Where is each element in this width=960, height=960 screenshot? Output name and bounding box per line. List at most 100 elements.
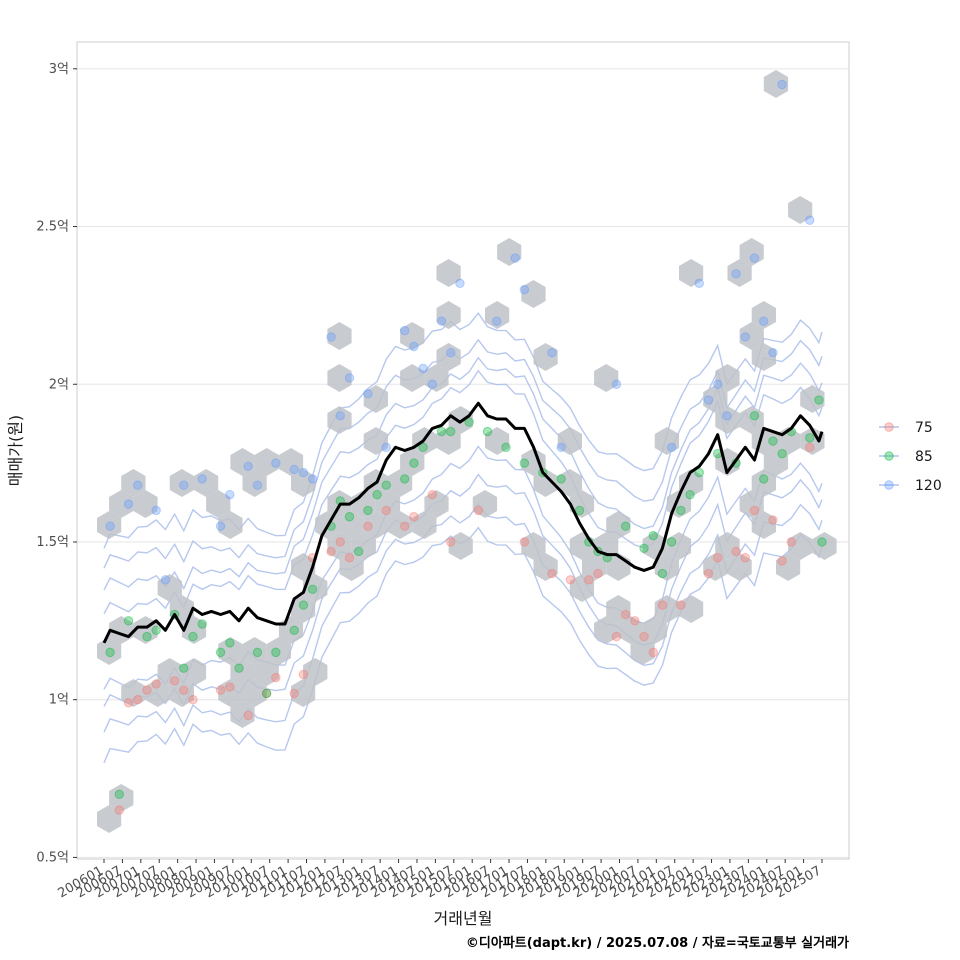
- data-point-75: [142, 685, 152, 695]
- legend-key-point: [884, 480, 894, 490]
- data-point-75: [409, 512, 419, 522]
- data-point-120: [759, 316, 769, 326]
- data-point-85: [142, 631, 152, 642]
- data-point-120: [446, 348, 456, 358]
- hexbin-cell: [121, 469, 146, 497]
- hexbin-cell: [363, 427, 388, 455]
- data-point-120: [307, 474, 318, 484]
- data-point-85: [105, 647, 115, 658]
- data-point-75: [786, 537, 797, 547]
- data-point-120: [427, 379, 438, 389]
- density-contour: [103, 502, 823, 733]
- hexbin-cell: [618, 616, 643, 644]
- hexbin-cell: [242, 469, 267, 497]
- data-point-75: [446, 537, 456, 547]
- data-point-85: [676, 505, 686, 516]
- hexbin-cell: [812, 532, 837, 560]
- legend-key-point: [884, 451, 894, 461]
- data-point-85: [556, 474, 566, 484]
- data-point-120: [731, 269, 741, 279]
- data-point-120: [363, 389, 373, 399]
- hexbin-cell: [388, 511, 413, 539]
- data-point-75: [298, 669, 309, 680]
- hexbin-cell: [739, 322, 764, 350]
- hexbin-cell: [715, 364, 740, 392]
- data-point-75: [215, 685, 226, 695]
- hexbin-cell: [788, 532, 813, 560]
- data-point-85: [768, 436, 778, 446]
- hexbin-cell: [157, 658, 182, 686]
- data-point-85: [501, 442, 511, 453]
- data-point-85: [151, 625, 161, 636]
- data-point-85: [381, 480, 391, 490]
- data-point-120: [740, 332, 750, 342]
- data-point-120: [252, 480, 263, 490]
- data-point-85: [353, 546, 364, 557]
- legend-label: 75: [915, 420, 933, 436]
- hexbin-cell: [242, 637, 267, 665]
- hexbin-cell: [230, 700, 255, 728]
- data-point-120: [225, 489, 235, 500]
- data-point-75: [188, 695, 198, 705]
- hexbin-cell: [109, 784, 134, 812]
- hexbin-cell: [485, 301, 510, 329]
- data-point-75: [777, 556, 787, 566]
- hexbin-cell: [339, 553, 364, 581]
- hexbin-cell: [751, 343, 776, 371]
- hexbin-cell: [776, 553, 801, 581]
- hexbin-cell: [739, 238, 764, 266]
- hexbin-cell: [436, 427, 461, 455]
- data-point-85: [363, 505, 373, 516]
- hexbin-cell: [363, 385, 388, 413]
- data-point-120: [556, 442, 566, 453]
- y-tick-label: 1.5억: [36, 535, 69, 550]
- hexbin-cell: [400, 322, 425, 350]
- hexbin-cell: [715, 406, 740, 434]
- hexbin-cell: [751, 469, 776, 497]
- data-point-85: [777, 448, 787, 459]
- data-point-75: [473, 505, 484, 516]
- hexbin-cell: [533, 469, 558, 497]
- data-point-75: [151, 679, 161, 689]
- data-point-75: [749, 505, 760, 516]
- hexbin-cell: [533, 343, 558, 371]
- caption: ©디아파트(dapt.kr) / 2025.07.08 / 자료=국토교통부 실…: [466, 935, 849, 951]
- data-point-85: [817, 537, 827, 547]
- hexbin-cell: [751, 511, 776, 539]
- data-point-75: [712, 553, 723, 563]
- data-point-75: [179, 685, 189, 695]
- data-point-120: [289, 464, 299, 475]
- hexbin-cell: [533, 553, 558, 581]
- data-point-85: [639, 543, 649, 553]
- hexbin-cell: [679, 259, 704, 287]
- y-tick-label: 3억: [49, 62, 69, 77]
- data-point-120: [105, 521, 115, 531]
- data-point-85: [215, 647, 226, 658]
- data-point-120: [418, 363, 428, 374]
- hexbin-cell: [679, 595, 704, 623]
- data-point-120: [492, 316, 502, 326]
- data-point-85: [409, 458, 419, 468]
- hexbin-cell: [327, 364, 352, 392]
- data-point-75: [427, 489, 438, 500]
- data-point-75: [344, 553, 355, 563]
- hexbin-cell: [181, 658, 207, 686]
- hexbin-cell: [278, 448, 304, 476]
- data-point-75: [805, 442, 815, 453]
- hexbin-cell: [424, 364, 449, 392]
- data-point-85: [694, 467, 704, 478]
- data-point-75: [381, 505, 391, 516]
- data-point-120: [510, 253, 520, 263]
- data-point-75: [225, 682, 235, 692]
- data-point-75: [731, 546, 741, 557]
- density-contour: [103, 356, 823, 591]
- hexbin-cell: [351, 532, 376, 560]
- data-point-120: [722, 411, 732, 421]
- data-point-75: [271, 672, 281, 683]
- data-point-75: [620, 609, 631, 620]
- hexbin-cell: [327, 322, 352, 350]
- data-point-75: [547, 568, 557, 579]
- hexbin-cell: [400, 448, 425, 476]
- data-point-75: [703, 568, 714, 579]
- hexbin-cell: [582, 553, 607, 581]
